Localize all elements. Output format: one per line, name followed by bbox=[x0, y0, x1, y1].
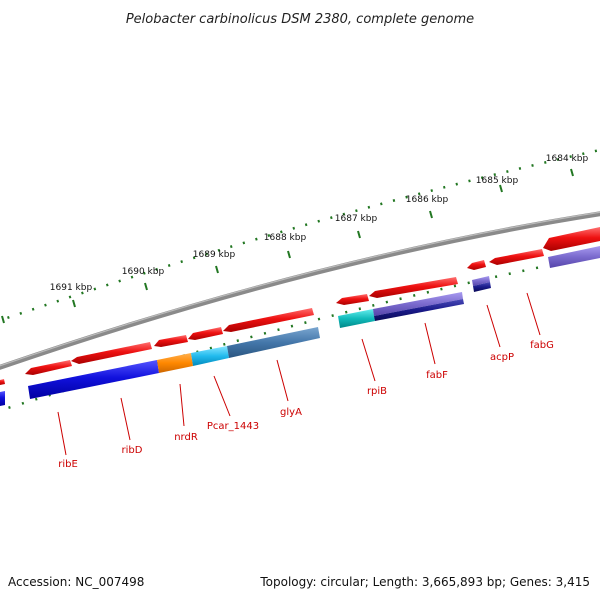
leader-line bbox=[526, 292, 541, 336]
gene-bar bbox=[373, 292, 463, 316]
gene-bar bbox=[157, 353, 193, 373]
cds-arrow bbox=[0, 379, 5, 385]
accession-text: Accession: NC_007498 bbox=[8, 575, 144, 589]
gene-labels: ribE ribD nrdR Pcar_1443 glyA rpiB fabF … bbox=[58, 340, 554, 470]
major-tick bbox=[499, 184, 503, 193]
tick-ring bbox=[0, 148, 600, 322]
backbone-highlight bbox=[0, 211, 600, 367]
cds-arrow bbox=[369, 277, 458, 298]
tick-label: 1684 kbp bbox=[546, 154, 589, 164]
cds-arrow bbox=[467, 260, 486, 270]
cds-arrow bbox=[71, 342, 152, 364]
tick-label: 1685 kbp bbox=[476, 176, 519, 186]
leader-line bbox=[120, 397, 131, 441]
leader-line bbox=[424, 322, 436, 365]
leader-line bbox=[57, 411, 67, 456]
tick-label: 1687 kbp bbox=[335, 214, 378, 224]
gene-label-ribE: ribE bbox=[58, 459, 78, 470]
gene-label-fabF: fabF bbox=[426, 370, 448, 381]
tick-labels: 1684 kbp 1685 kbp 1686 kbp 1687 kbp 1688… bbox=[50, 154, 589, 293]
gene-bar bbox=[374, 299, 464, 321]
major-tick bbox=[357, 230, 361, 239]
major-tick bbox=[72, 299, 76, 308]
gene-label-rpiB: rpiB bbox=[367, 386, 387, 397]
gene-bar bbox=[338, 309, 375, 328]
leader-line bbox=[276, 359, 289, 402]
gene-track bbox=[0, 246, 600, 406]
gene-label-acpP: acpP bbox=[490, 352, 514, 363]
forward-cds-track bbox=[0, 227, 600, 385]
major-tick bbox=[570, 168, 574, 177]
genome-backbone bbox=[0, 211, 600, 370]
gene-label-ribD: ribD bbox=[122, 445, 143, 456]
gene-label-fabG: fabG bbox=[530, 340, 554, 351]
cds-arrow bbox=[336, 294, 369, 305]
cds-arrow bbox=[223, 308, 314, 332]
gene-bar bbox=[0, 391, 5, 406]
gene-label-nrdR: nrdR bbox=[174, 432, 198, 443]
cds-arrow bbox=[543, 227, 600, 251]
cds-arrow bbox=[154, 335, 188, 347]
major-tick bbox=[429, 210, 433, 219]
leader-line bbox=[179, 383, 185, 427]
topology-text: Topology: circular; Length: 3,665,893 bp… bbox=[259, 575, 590, 589]
tick-label: 1690 kbp bbox=[122, 267, 165, 277]
gene-leaders bbox=[57, 292, 541, 456]
tick-label: 1691 kbp bbox=[50, 283, 93, 293]
gene-bar bbox=[472, 276, 490, 286]
gene-label-Pcar_1443: Pcar_1443 bbox=[207, 421, 259, 432]
major-tick bbox=[144, 282, 148, 291]
major-tick bbox=[287, 250, 291, 259]
tick-label: 1688 kbp bbox=[264, 233, 307, 243]
gene-bar bbox=[548, 246, 600, 268]
cds-arrow bbox=[25, 360, 72, 375]
cds-arrow bbox=[188, 327, 223, 340]
minor-ticks bbox=[0, 148, 600, 322]
gene-bar bbox=[191, 346, 229, 366]
major-tick bbox=[1, 315, 5, 324]
gene-bar bbox=[473, 282, 491, 292]
map-title: Pelobacter carbinolicus DSM 2380, comple… bbox=[126, 12, 474, 27]
gene-label-glyA: glyA bbox=[280, 407, 302, 418]
cds-arrow bbox=[489, 249, 544, 265]
major-ticks bbox=[1, 168, 574, 324]
leader-line bbox=[486, 304, 501, 348]
gene-bar bbox=[28, 360, 159, 399]
gene-bar bbox=[227, 327, 320, 358]
leader-line bbox=[213, 375, 231, 417]
tick-label: 1686 kbp bbox=[406, 195, 449, 205]
tick-label: 1689 kbp bbox=[193, 250, 236, 260]
leader-line bbox=[361, 338, 376, 382]
major-tick bbox=[215, 265, 219, 274]
